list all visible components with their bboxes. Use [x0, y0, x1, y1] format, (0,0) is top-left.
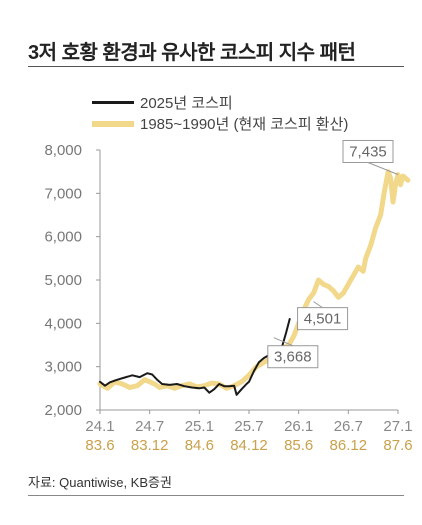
- annotation-label: 4,501: [304, 311, 342, 328]
- x-tick-label-bottom: 86.12: [330, 437, 368, 454]
- legend: 2025년 코스피 1985~1990년 (현재 코스피 환산): [92, 92, 348, 134]
- annotation-box: [297, 307, 349, 331]
- chart-title: 3저 호황 환경과 유사한 코스피 지수 패턴: [28, 42, 356, 64]
- y-tick-label: 5,000: [44, 272, 82, 289]
- annotation-box: [267, 345, 319, 369]
- x-tick-label-top: 26.7: [334, 418, 363, 435]
- y-tick-label: 2,000: [44, 402, 82, 419]
- x-tick-label-bottom: 85.6: [284, 437, 313, 454]
- x-tick-label-top: 25.7: [234, 418, 263, 435]
- series-line-1985: [97, 169, 411, 391]
- series-line-2025: [99, 318, 291, 396]
- x-tick-label-bottom: 84.6: [185, 437, 214, 454]
- annotation-leader: [313, 301, 323, 309]
- source-note: 자료: Quantiwise, KB증권: [28, 475, 172, 490]
- y-tick-label: 7,000: [44, 185, 82, 202]
- y-tick-label: 4,000: [44, 315, 82, 332]
- annotation-leader: [367, 162, 399, 175]
- x-tick-label-bottom: 87.6: [383, 437, 412, 454]
- x-tick-label-top: 26.1: [284, 418, 313, 435]
- bottom-divider: [28, 495, 404, 496]
- x-tick-label-top: 25.1: [185, 418, 214, 435]
- y-tick-label: 8,000: [44, 142, 82, 159]
- legend-swatch-2025: [92, 101, 134, 104]
- legend-item-1985: 1985~1990년 (현재 코스피 환산): [92, 113, 348, 134]
- annotation-leader: [273, 337, 294, 347]
- annotations: 3,668 4,501 7,435: [267, 139, 399, 369]
- legend-swatch-1985: [92, 120, 134, 127]
- legend-label-2025: 2025년 코스피: [140, 95, 233, 112]
- x-tick-label-bottom: 84.12: [230, 437, 268, 454]
- x-tick-label-top: 24.7: [135, 418, 164, 435]
- x-tick-label-bottom: 83.12: [131, 437, 169, 454]
- series-lines: [97, 169, 411, 396]
- y-tick-label: 6,000: [44, 229, 82, 246]
- title-divider: [28, 66, 404, 67]
- y-tick-label: 3,000: [44, 359, 82, 376]
- annotation-label: 3,668: [274, 349, 312, 366]
- legend-label-1985: 1985~1990년 (현재 코스피 환산): [140, 116, 349, 133]
- x-tick-label-top: 24.1: [85, 418, 114, 435]
- annotation-box: [342, 139, 394, 163]
- annotation-label: 7,435: [349, 143, 387, 160]
- legend-item-2025: 2025년 코스피: [92, 92, 348, 113]
- x-tick-label-bottom: 83.6: [85, 437, 114, 454]
- x-tick-label-top: 27.1: [383, 418, 412, 435]
